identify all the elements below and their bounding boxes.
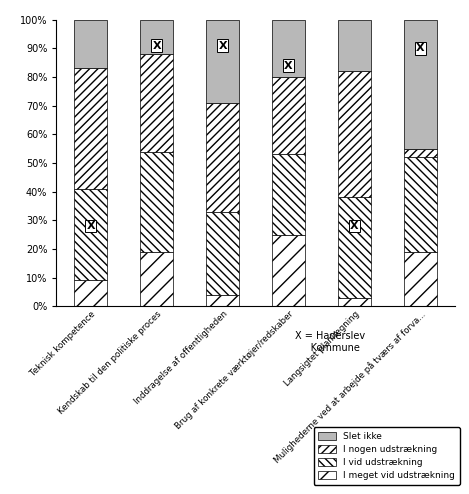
- Bar: [75, 69, 107, 189]
- Text: X: X: [416, 43, 424, 53]
- Bar: [404, 149, 437, 157]
- Bar: [272, 235, 305, 306]
- Bar: [272, 20, 305, 77]
- Bar: [272, 155, 305, 235]
- Bar: [338, 198, 371, 298]
- Bar: [140, 252, 173, 306]
- Text: X: X: [152, 41, 161, 50]
- Bar: [338, 71, 371, 198]
- Bar: [404, 157, 437, 252]
- Bar: [338, 298, 371, 306]
- Bar: [75, 281, 107, 306]
- Bar: [338, 20, 371, 71]
- Bar: [206, 103, 239, 212]
- Bar: [206, 20, 239, 103]
- Text: X: X: [219, 41, 227, 50]
- Bar: [140, 54, 173, 152]
- Text: X = Haderslev
     Kommune: X = Haderslev Kommune: [295, 331, 366, 353]
- Bar: [206, 212, 239, 295]
- Bar: [404, 20, 437, 149]
- Text: X: X: [284, 61, 293, 71]
- Legend: Slet ikke, I nogen udstrækning, I vid udstrækning, I meget vid udstrækning: Slet ikke, I nogen udstrækning, I vid ud…: [314, 427, 460, 485]
- Bar: [140, 152, 173, 252]
- Text: X: X: [350, 221, 359, 231]
- Bar: [75, 20, 107, 69]
- Bar: [75, 189, 107, 281]
- Text: X: X: [87, 221, 95, 231]
- Bar: [404, 252, 437, 306]
- Bar: [140, 20, 173, 54]
- Bar: [206, 295, 239, 306]
- Bar: [272, 77, 305, 155]
